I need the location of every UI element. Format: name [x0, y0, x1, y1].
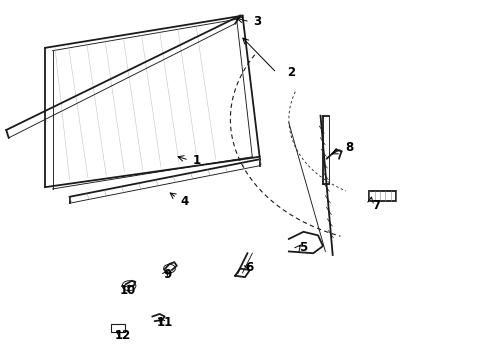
Text: 8: 8	[345, 141, 354, 154]
Text: 12: 12	[115, 329, 131, 342]
Text: 1: 1	[192, 154, 200, 167]
Text: 11: 11	[156, 316, 173, 329]
Text: 4: 4	[180, 195, 188, 208]
Text: 9: 9	[163, 268, 171, 281]
Bar	[111, 324, 124, 332]
Text: 5: 5	[299, 241, 308, 255]
Text: 2: 2	[287, 66, 295, 79]
Text: 6: 6	[246, 261, 254, 274]
Text: 10: 10	[120, 284, 136, 297]
Text: 3: 3	[253, 14, 261, 27]
Text: 7: 7	[372, 198, 381, 212]
